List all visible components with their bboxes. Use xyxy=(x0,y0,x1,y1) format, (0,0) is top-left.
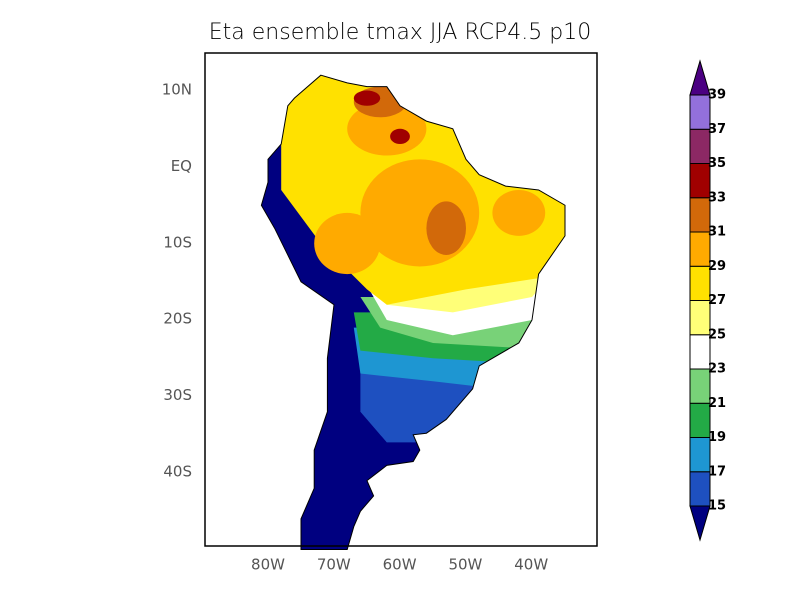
contour-region xyxy=(353,90,381,106)
colorbar-box xyxy=(689,231,711,267)
contour-region xyxy=(426,201,467,255)
colorbar-box xyxy=(689,265,711,301)
colorbar-box xyxy=(689,334,711,370)
map-frame xyxy=(204,52,598,547)
colorbar-label: 31 xyxy=(708,225,726,240)
colorbar-label: 23 xyxy=(708,362,726,377)
colorbar-label: 25 xyxy=(708,327,726,342)
map-fill xyxy=(261,75,565,550)
coastline xyxy=(260,74,566,550)
colorbar-label: 27 xyxy=(708,293,726,308)
colorbar-box xyxy=(689,471,711,507)
contour-region xyxy=(390,128,410,145)
lat-label: 40S xyxy=(163,463,192,481)
lat-label: EQ xyxy=(171,157,192,175)
colorbar-label: 35 xyxy=(708,156,726,171)
colorbar-box xyxy=(689,437,711,473)
colorbar-low xyxy=(689,505,711,542)
colorbar-label: 37 xyxy=(708,122,726,137)
colorbar-box xyxy=(689,163,711,199)
lat-label: 20S xyxy=(163,310,192,328)
colorbar-box xyxy=(689,368,711,404)
colorbar-label: 17 xyxy=(708,464,726,479)
lon-label: 60W xyxy=(383,556,417,574)
lat-label: 10N xyxy=(162,81,192,99)
colorbar-label: 19 xyxy=(708,430,726,445)
colorbar-label: 29 xyxy=(708,259,726,274)
lon-label: 80W xyxy=(251,556,285,574)
colorbar-box xyxy=(689,300,711,336)
colorbar-box xyxy=(689,402,711,438)
colorbar-high xyxy=(689,59,711,96)
colorbar: 15 17 19 21 23 25 27 29 31 33 35 37 39 xyxy=(689,59,726,542)
colorbar-label: 21 xyxy=(708,396,726,411)
lat-label: 30S xyxy=(163,386,192,404)
colorbar-label: 33 xyxy=(708,190,726,205)
contour-region xyxy=(347,101,427,156)
colorbar-label: 15 xyxy=(708,499,726,514)
contour-region xyxy=(492,189,546,236)
colorbar-label: 39 xyxy=(708,88,726,103)
lon-label: 70W xyxy=(317,556,351,574)
lon-label: 50W xyxy=(448,556,482,574)
title: Eta ensemble tmax JJA RCP4.5 p10 xyxy=(209,20,591,45)
colorbar-box xyxy=(689,197,711,233)
colorbar-box xyxy=(689,128,711,164)
lon-label: 40W xyxy=(514,556,548,574)
contour-region xyxy=(314,212,381,275)
borders xyxy=(260,74,566,550)
colorbar-box xyxy=(689,94,711,130)
lat-label: 10S xyxy=(163,233,192,251)
